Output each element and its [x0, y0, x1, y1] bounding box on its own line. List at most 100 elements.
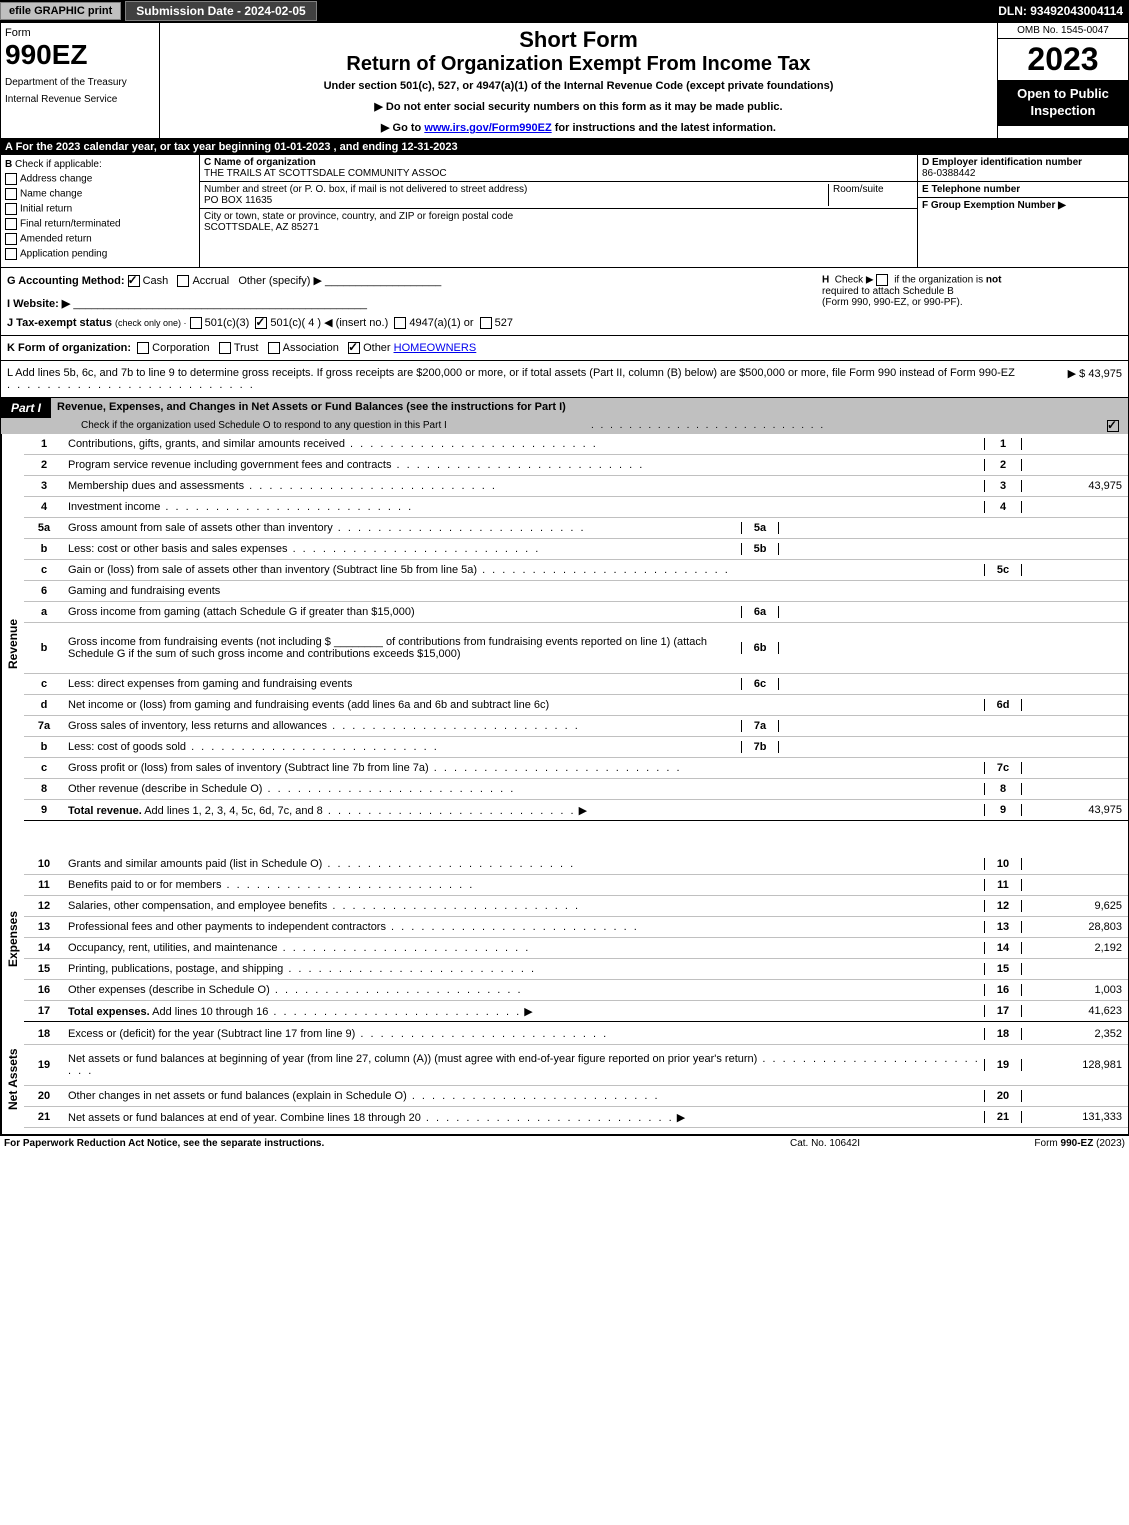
line-4: 4 Investment income 4 — [24, 497, 1128, 518]
dln-label: DLN: 93492043004114 — [998, 4, 1129, 18]
chk-final-return[interactable]: Final return/terminated — [5, 218, 195, 230]
section-k: K Form of organization: Corporation Trus… — [1, 336, 1128, 361]
short-form-title: Short Form — [170, 27, 987, 53]
chk-application-pending[interactable]: Application pending — [5, 248, 195, 260]
instr2-pre: ▶ Go to — [381, 122, 424, 134]
chk-accrual[interactable] — [177, 275, 189, 287]
line-6b: b Gross income from fundraising events (… — [24, 623, 1128, 674]
org-name: THE TRAILS AT SCOTTSDALE COMMUNITY ASSOC — [204, 168, 913, 179]
line-15: 15 Printing, publications, postage, and … — [24, 959, 1128, 980]
tax-year: 2023 — [998, 39, 1128, 80]
instruction-2: ▶ Go to www.irs.gov/Form990EZ for instru… — [170, 121, 987, 134]
dept-treasury: Department of the Treasury — [5, 77, 155, 88]
g-label: G Accounting Method: — [7, 275, 125, 287]
submission-date-button[interactable]: Submission Date - 2024-02-05 — [125, 1, 316, 21]
line-17: 17 Total expenses. Add lines 10 through … — [24, 1001, 1128, 1022]
chk-h[interactable] — [876, 274, 888, 286]
l-arrow: ▶ $ — [1068, 368, 1086, 380]
c-street-label: Number and street (or P. O. box, if mail… — [204, 184, 828, 195]
section-l: L Add lines 5b, 6c, and 7b to line 9 to … — [1, 361, 1128, 398]
line-9: 9 Total revenue. Add lines 1, 2, 3, 4, 5… — [24, 800, 1128, 821]
k-label: K Form of organization: — [7, 342, 131, 354]
h-text2: if the organization is — [894, 275, 983, 286]
form-id-box: Form 990EZ Department of the Treasury In… — [1, 23, 160, 138]
section-c: C Name of organization THE TRAILS AT SCO… — [200, 155, 917, 267]
chk-4947[interactable] — [394, 317, 406, 329]
top-bar: efile GRAPHIC print Submission Date - 20… — [0, 0, 1129, 22]
chk-other-org[interactable] — [348, 342, 360, 354]
footer-catno: Cat. No. 10642I — [725, 1138, 925, 1149]
chk-cash[interactable] — [128, 275, 140, 287]
chk-initial-return[interactable]: Initial return — [5, 203, 195, 215]
b-check-label: Check if applicable: — [15, 159, 102, 170]
line-7b: b Less: cost of goods sold 7b — [24, 737, 1128, 758]
netassets-table: Net Assets 18 Excess or (deficit) for th… — [1, 1024, 1128, 1134]
line-12: 12 Salaries, other compensation, and emp… — [24, 896, 1128, 917]
subtitle: Under section 501(c), 527, or 4947(a)(1)… — [170, 80, 987, 92]
section-gh: G Accounting Method: Cash Accrual Other … — [1, 268, 1128, 336]
line-6a: a Gross income from gaming (attach Sched… — [24, 602, 1128, 623]
section-def: D Employer identification number 86-0388… — [917, 155, 1128, 267]
line-13: 13 Professional fees and other payments … — [24, 917, 1128, 938]
section-b: B Check if applicable: Address change Na… — [1, 155, 200, 267]
line-16: 16 Other expenses (describe in Schedule … — [24, 980, 1128, 1001]
side-revenue: Revenue — [1, 434, 24, 854]
j-sub: (check only one) · — [115, 318, 187, 328]
h-text1: Check ▶ — [835, 275, 874, 286]
h-label: H — [822, 275, 829, 286]
instruction-1: ▶ Do not enter social security numbers o… — [170, 100, 987, 113]
chk-assoc[interactable] — [268, 342, 280, 354]
line-2: 2 Program service revenue including gove… — [24, 455, 1128, 476]
footer-right: Form 990-EZ (2023) — [925, 1138, 1125, 1149]
form-container: Form 990EZ Department of the Treasury In… — [0, 22, 1129, 1135]
e-label: E Telephone number — [922, 184, 1020, 195]
chk-part1-scho[interactable] — [1107, 420, 1119, 432]
chk-corp[interactable] — [137, 342, 149, 354]
h-text3: required to attach Schedule B — [822, 286, 954, 297]
omb-number: OMB No. 1545-0047 — [998, 23, 1128, 39]
chk-trust[interactable] — [219, 342, 231, 354]
chk-amended-return[interactable]: Amended return — [5, 233, 195, 245]
g-section: G Accounting Method: Cash Accrual Other … — [1, 268, 816, 335]
chk-address-change[interactable]: Address change — [5, 173, 195, 185]
side-expenses: Expenses — [1, 854, 24, 1024]
l-text: L Add lines 5b, 6c, and 7b to line 9 to … — [7, 367, 1015, 379]
irs-link[interactable]: www.irs.gov/Form990EZ — [424, 122, 551, 134]
h-not: not — [986, 275, 1002, 286]
l-value: 43,975 — [1088, 368, 1122, 380]
h-text4: (Form 990, 990-EZ, or 990-PF). — [822, 297, 963, 308]
chk-527[interactable] — [480, 317, 492, 329]
line-11: 11 Benefits paid to or for members 11 — [24, 875, 1128, 896]
line-8: 8 Other revenue (describe in Schedule O)… — [24, 779, 1128, 800]
d-label: D Employer identification number — [922, 157, 1082, 168]
line-6: 6 Gaming and fundraising events — [24, 581, 1128, 602]
info-row: B Check if applicable: Address change Na… — [1, 155, 1128, 268]
org-city: SCOTTSDALE, AZ 85271 — [204, 222, 913, 233]
line-5c: c Gain or (loss) from sale of assets oth… — [24, 560, 1128, 581]
line-3: 3 Membership dues and assessments 3 43,9… — [24, 476, 1128, 497]
main-title: Return of Organization Exempt From Incom… — [170, 53, 987, 76]
line-14: 14 Occupancy, rent, utilities, and maint… — [24, 938, 1128, 959]
efile-button[interactable]: efile GRAPHIC print — [0, 2, 121, 20]
form-header: Form 990EZ Department of the Treasury In… — [1, 23, 1128, 139]
org-street: PO BOX 11635 — [204, 195, 828, 206]
line-21: 21 Net assets or fund balances at end of… — [24, 1107, 1128, 1128]
line-6d: d Net income or (loss) from gaming and f… — [24, 695, 1128, 716]
dept-irs: Internal Revenue Service — [5, 94, 155, 105]
chk-name-change[interactable]: Name change — [5, 188, 195, 200]
title-box: Short Form Return of Organization Exempt… — [160, 23, 997, 138]
section-a: A For the 2023 calendar year, or tax yea… — [1, 139, 1128, 155]
k-other-value[interactable]: HOMEOWNERS — [394, 342, 477, 354]
j-label: J Tax-exempt status — [7, 317, 112, 329]
line-5b: b Less: cost or other basis and sales ex… — [24, 539, 1128, 560]
part1-sub: Check if the organization used Schedule … — [1, 418, 1128, 434]
chk-501c3[interactable] — [190, 317, 202, 329]
b-label: B — [5, 159, 12, 170]
line-7a: 7a Gross sales of inventory, less return… — [24, 716, 1128, 737]
line-20: 20 Other changes in net assets or fund b… — [24, 1086, 1128, 1107]
room-suite-label: Room/suite — [828, 184, 913, 206]
form-word: Form — [5, 27, 155, 39]
line-5a: 5a Gross amount from sale of assets othe… — [24, 518, 1128, 539]
h-section: H Check ▶ if the organization is not req… — [816, 268, 1128, 335]
chk-501c[interactable] — [255, 317, 267, 329]
